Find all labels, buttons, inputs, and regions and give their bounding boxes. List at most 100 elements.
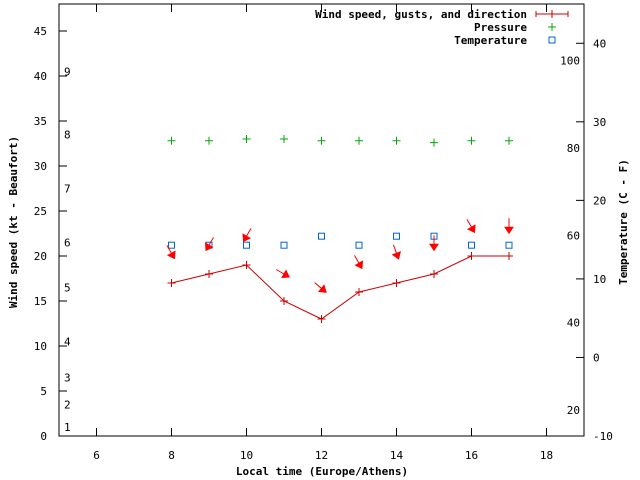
wind-speed-line — [171, 255, 509, 320]
wind-arrow-head — [204, 242, 214, 252]
pressure-point — [355, 136, 363, 145]
wind-speed-point — [355, 288, 363, 296]
fahrenheit-label: 60 — [567, 229, 580, 242]
ticks-layer: 6 8 10 12 14 16 18051015202530354045-100102030… — [34, 4, 613, 462]
legend-sample-temperature — [548, 36, 556, 44]
y2-tick-label: 0 — [593, 351, 600, 364]
beaufort-label: 2 — [64, 399, 71, 412]
x-tick-label: 6 — [93, 449, 100, 462]
y2-tick-label: 20 — [593, 194, 606, 207]
wind-direction-arrow — [275, 269, 290, 279]
temperature-point — [355, 241, 363, 249]
legend-sample-pressure — [548, 23, 556, 31]
wind-speed-point — [242, 261, 251, 269]
pressure-point — [467, 136, 476, 145]
y2-tick-label: 30 — [593, 116, 606, 129]
legend-sample-wind-point — [548, 10, 556, 18]
wind-speed-point — [505, 252, 513, 260]
wind-direction-arrow — [354, 255, 364, 270]
wind-arrow-head — [466, 224, 476, 234]
wind-speed-point — [167, 279, 176, 287]
wind-arrow-head — [354, 260, 364, 270]
legend-label-pressure: Pressure — [474, 21, 527, 34]
wind-direction-arrow — [429, 235, 439, 252]
y-tick-label: 5 — [40, 385, 47, 398]
temperature-point — [468, 241, 475, 249]
plot-border — [58, 3, 585, 437]
y-tick-label: 45 — [34, 25, 47, 38]
y-tick-label: 10 — [34, 340, 47, 353]
x-tick-label: 12 — [315, 449, 328, 462]
wind-direction-arrow — [166, 245, 176, 260]
y-tick-label: 25 — [34, 205, 47, 218]
y2-axis-title: Temperature (C - F) — [617, 159, 630, 285]
wind-speed-point — [392, 279, 401, 287]
wind-arrow-head — [504, 226, 514, 235]
x-tick-label: 14 — [390, 449, 404, 462]
legend-label-wind: Wind speed, gusts, and direction — [315, 8, 527, 21]
temperature-point — [505, 241, 513, 249]
wind-direction-arrow — [504, 218, 514, 235]
wind-direction-arrow — [466, 219, 476, 234]
y2-tick-label: 10 — [593, 273, 606, 286]
pressure-point — [392, 136, 401, 145]
x-tick-label: 10 — [240, 449, 253, 462]
y-tick-label: 20 — [34, 250, 47, 263]
temperature-point — [393, 232, 400, 240]
fahrenheit-label: 100 — [560, 55, 580, 68]
y-tick-label: 40 — [34, 70, 47, 83]
pressure-point — [242, 135, 251, 143]
wind-direction-arrow — [204, 237, 214, 252]
fahrenheit-label: 80 — [567, 142, 580, 155]
wind-speed-point — [467, 252, 476, 260]
x-tick-label: 18 — [540, 449, 553, 462]
pressure-point — [317, 136, 326, 145]
wind-arrow-head — [391, 251, 401, 260]
beaufort-label: 9 — [64, 66, 71, 79]
legend: Wind speed, gusts, and direction Pressur… — [315, 8, 569, 47]
beaufort-label: 7 — [64, 183, 71, 196]
pressure-point — [430, 138, 438, 147]
temperature-point — [243, 241, 250, 249]
wind-speed-point — [317, 315, 326, 323]
temperature-point — [318, 232, 325, 240]
y-tick-label: 30 — [34, 160, 47, 173]
wind-arrow-head — [281, 269, 290, 279]
beaufort-label: 1 — [64, 421, 71, 434]
x-tick-label: 16 — [465, 449, 478, 462]
y-axis-title: Wind speed (kt - Beaufort) — [7, 136, 20, 308]
wind-speed-point — [430, 270, 438, 278]
beaufort-label: 6 — [64, 237, 71, 250]
wind-arrow-head — [429, 243, 439, 252]
pressure-point — [505, 136, 513, 145]
y2-tick-label: -10 — [593, 430, 613, 443]
wind-speed-point — [205, 270, 213, 278]
y-tick-label: 15 — [34, 295, 47, 308]
beaufort-label: 5 — [64, 282, 71, 295]
wind-speed-point — [280, 297, 288, 305]
y-tick-label: 0 — [40, 430, 47, 443]
wind-direction-arrow — [314, 282, 327, 293]
beaufort-label: 8 — [64, 129, 71, 142]
y2-tick-label: 40 — [593, 37, 606, 50]
temperature-point — [168, 241, 175, 249]
x-tick-label: 8 — [168, 449, 175, 462]
pressure-point — [167, 136, 176, 145]
beaufort-label: 3 — [64, 372, 71, 385]
wind-arrow-head — [317, 284, 327, 293]
pressure-point — [205, 136, 213, 145]
legend-label-temperature: Temperature — [454, 34, 527, 47]
wind-arrow-head — [166, 250, 176, 260]
wind-arrow-head — [242, 233, 252, 243]
pressure-point — [280, 135, 288, 143]
fahrenheit-label: 20 — [567, 404, 580, 417]
beaufort-label: 4 — [64, 336, 71, 349]
y-tick-label: 35 — [34, 115, 47, 128]
wind-direction-arrow — [391, 244, 401, 260]
wind-direction-arrow — [242, 228, 252, 243]
series-layer — [166, 135, 514, 323]
fahrenheit-label: 40 — [567, 317, 580, 330]
legend-samples — [535, 10, 569, 44]
